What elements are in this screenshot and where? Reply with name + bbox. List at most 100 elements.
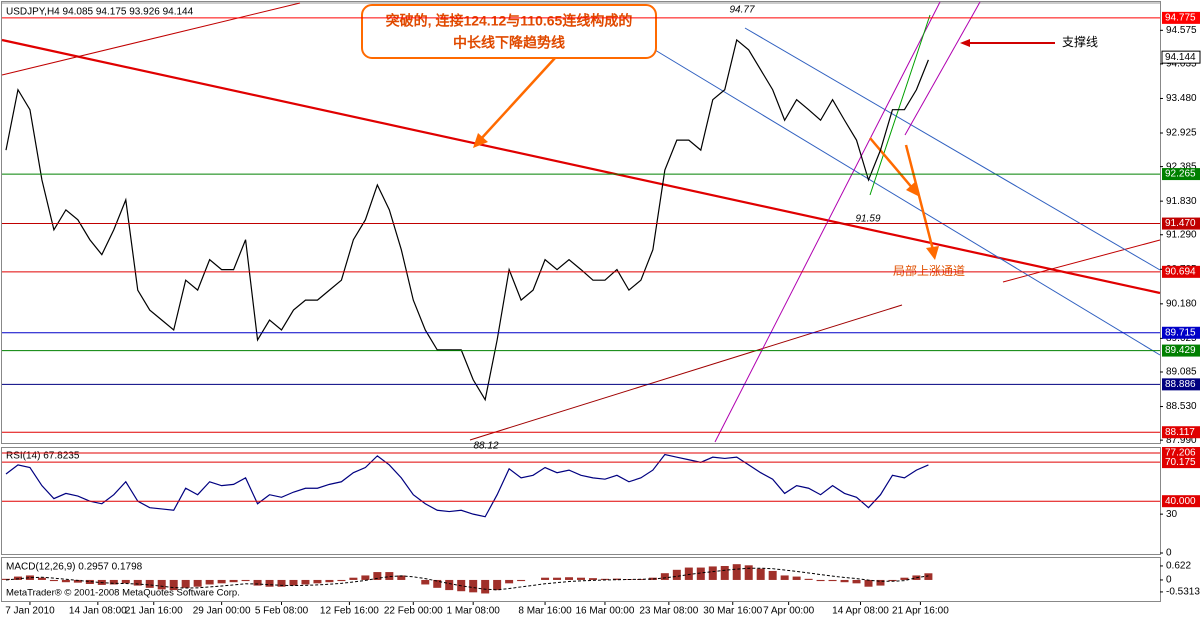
x-tick-label: 5 Feb 08:00 (255, 606, 309, 617)
histogram-bar (445, 579, 454, 591)
histogram-bar (337, 579, 346, 582)
histogram-bar (1, 578, 10, 580)
level-box (1162, 378, 1200, 391)
histogram-bar (133, 579, 142, 586)
chart-title: MACD(12,26,9) 0.2957 0.1798 (6, 562, 143, 573)
histogram-bar (768, 570, 777, 580)
x-tick-label: 14 Apr 08:00 (832, 606, 889, 617)
histogram-bar (720, 565, 729, 580)
arrows (473, 57, 939, 260)
histogram-bar (397, 575, 406, 580)
annotation: 94.77 (729, 5, 754, 16)
x-tick-label: 29 Jan 00:00 (193, 606, 251, 617)
histogram-bar (217, 579, 226, 584)
x-tick-label: 7 Jan 2010 (5, 606, 55, 617)
x-tick-label: 22 Feb 00:00 (384, 606, 443, 617)
histogram-bar (49, 579, 58, 582)
y-tick-label: 91.290 (1166, 229, 1197, 240)
histogram-bar (193, 579, 202, 587)
level-box (1162, 168, 1200, 181)
histogram-bar (708, 566, 717, 580)
histogram-bar (924, 573, 933, 580)
histogram-bar (253, 579, 262, 586)
trend-line (1002, 239, 1161, 283)
x-tick-label: 8 Mar 16:00 (518, 606, 572, 617)
histogram-bar (13, 576, 22, 580)
x-tick-label: 7 Apr 00:00 (763, 606, 815, 617)
histogram-bar (684, 567, 693, 580)
level-label: 88.117 (1165, 427, 1195, 438)
level-box (1162, 11, 1200, 24)
x-tick-label: 21 Jan 16:00 (125, 606, 183, 617)
histogram-bar (37, 577, 46, 580)
arrow (479, 57, 556, 141)
histogram-bar (565, 577, 574, 580)
callout-text: 突破的, 连接124.12与110.65连线构成的 (386, 13, 633, 29)
histogram-bar (85, 579, 94, 585)
y-tick-label: 93.480 (1166, 93, 1197, 104)
histogram-bar (864, 579, 873, 587)
histogram-bar (505, 579, 514, 584)
histogram-bar (121, 579, 130, 584)
histogram-bar (888, 579, 897, 582)
level-label: 91.470 (1165, 218, 1196, 229)
histogram-bar (265, 579, 274, 587)
y-tick-label: 0.622 (1166, 561, 1191, 572)
histogram-bar (61, 579, 70, 583)
y-tick-label: 89.085 (1166, 367, 1197, 378)
histogram-bar (205, 579, 214, 585)
level-label: 40.000 (1165, 496, 1196, 507)
histogram-bar (600, 578, 609, 580)
level-label: 89.715 (1165, 327, 1196, 338)
watermark: MetaTrader® © 2001-2008 MetaQuotes Softw… (6, 588, 240, 599)
histogram-bar (744, 565, 753, 580)
y-tick-label: 0 (1166, 548, 1172, 559)
y-tick-label: 0 (1166, 575, 1172, 586)
histogram-bar (25, 575, 34, 580)
trend-line (1, 2, 301, 76)
histogram-bar (433, 579, 442, 588)
level-label: 70.175 (1165, 457, 1196, 468)
histogram-bar (385, 572, 394, 580)
histogram-bar (73, 579, 82, 583)
price-line (5, 38, 929, 402)
callout-text: 中长线下降趋势线 (453, 35, 565, 51)
level-box (1162, 495, 1200, 508)
arrowhead (960, 39, 970, 47)
arrow (904, 144, 935, 251)
histogram-bar (325, 579, 334, 583)
level-box (1162, 217, 1200, 230)
level-box (1162, 426, 1200, 439)
histogram-bar (289, 579, 298, 586)
x-tick-label: 14 Jan 08:00 (69, 606, 127, 617)
y-tick-label: 91.830 (1166, 196, 1197, 207)
histogram-bar (469, 579, 478, 593)
histogram-bar (553, 577, 562, 580)
histogram-bar (816, 579, 825, 582)
level-box (1162, 344, 1200, 357)
x-tick-label: 30 Mar 16:00 (703, 606, 762, 617)
histogram-bar (541, 577, 550, 580)
channel-line (869, 14, 931, 196)
histogram-bar (241, 579, 250, 582)
x-tick-label: 12 Feb 16:00 (320, 606, 379, 617)
x-tick-label: 16 Mar 00:00 (575, 606, 634, 617)
annotation: 88.12 (473, 441, 498, 452)
histogram-bar (169, 579, 178, 591)
annotation: 局部上涨通道 (893, 263, 965, 278)
rsi-panel (1, 447, 1161, 555)
histogram-bar (493, 579, 502, 591)
histogram-bar (828, 579, 837, 582)
y-tick-label: -0.5313 (1166, 587, 1200, 598)
histogram-bar (517, 579, 526, 582)
level-label: 94.775 (1165, 13, 1196, 24)
trend-lines (1, 1, 1161, 443)
level-box (1161, 50, 1201, 64)
level-box (1162, 326, 1200, 339)
histogram-bar (373, 572, 382, 580)
histogram-bar (648, 577, 657, 580)
histogram-bar (756, 568, 765, 580)
histogram-bar (277, 579, 286, 587)
level-label: 90.694 (1165, 266, 1196, 277)
